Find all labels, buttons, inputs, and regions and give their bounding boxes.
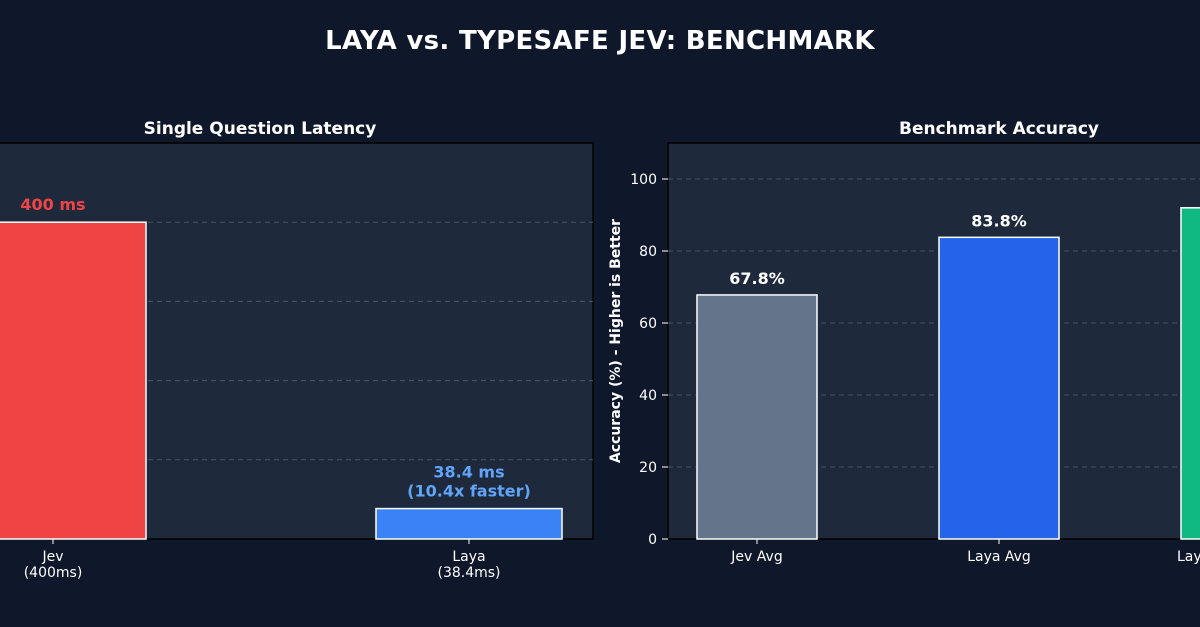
accuracy-y-tick-label: 0	[648, 532, 657, 548]
accuracy-x-tick-label: Laya Avg	[967, 549, 1031, 565]
accuracy-bar	[696, 294, 818, 540]
latency-x-tick-labels: Jev (400ms) Laya (38.4ms)	[24, 539, 501, 581]
latency-bar-labels: 400 ms 38.4 ms (10.4x faster)	[20, 195, 530, 500]
latency-bars	[0, 221, 563, 540]
latency-chart: Single Question Latency 400 ms 38.4 ms (10…	[0, 119, 594, 581]
accuracy-chart-title: Benchmark Accuracy	[899, 119, 1099, 139]
latency-bar	[0, 221, 147, 540]
accuracy-bar-label: 83.8%	[971, 211, 1027, 230]
accuracy-bar-labels: 67.8% 83.8%	[729, 211, 1027, 288]
latency-bar-label: 38.4 ms (10.4x faster)	[407, 463, 531, 501]
accuracy-y-tick-label: 40	[639, 388, 657, 404]
latency-x-tick-label: Jev (400ms)	[24, 549, 83, 581]
accuracy-bar	[938, 236, 1060, 540]
accuracy-x-tick-label: Jev Avg	[730, 549, 782, 565]
latency-chart-title: Single Question Latency	[144, 119, 377, 139]
accuracy-chart: Benchmark Accuracy 67.8% 83.8% 0 20 40 60 80 1…	[608, 119, 1200, 565]
accuracy-bar-label: 67.8%	[729, 269, 785, 288]
latency-bar	[375, 507, 563, 540]
accuracy-x-tick-labels: Jev Avg Laya Avg Lay	[730, 539, 1200, 565]
accuracy-bar	[1180, 207, 1200, 540]
accuracy-y-tick-label: 100	[630, 172, 657, 188]
page-title: LAYA vs. TYPESAFE JEV: BENCHMARK	[325, 26, 875, 56]
accuracy-y-tick-label: 80	[639, 244, 657, 260]
accuracy-y-tick-labels: 0 20 40 60 80 100	[630, 172, 668, 548]
accuracy-y-tick-label: 20	[639, 460, 657, 476]
accuracy-bars	[696, 207, 1200, 540]
accuracy-x-tick-label: Lay	[1177, 549, 1200, 565]
accuracy-y-axis-label: Accuracy (%) - Higher is Better	[608, 219, 624, 463]
latency-x-tick-label: Laya (38.4ms)	[437, 549, 500, 581]
latency-bar-label: 400 ms	[20, 195, 85, 214]
accuracy-y-tick-label: 60	[639, 316, 657, 332]
